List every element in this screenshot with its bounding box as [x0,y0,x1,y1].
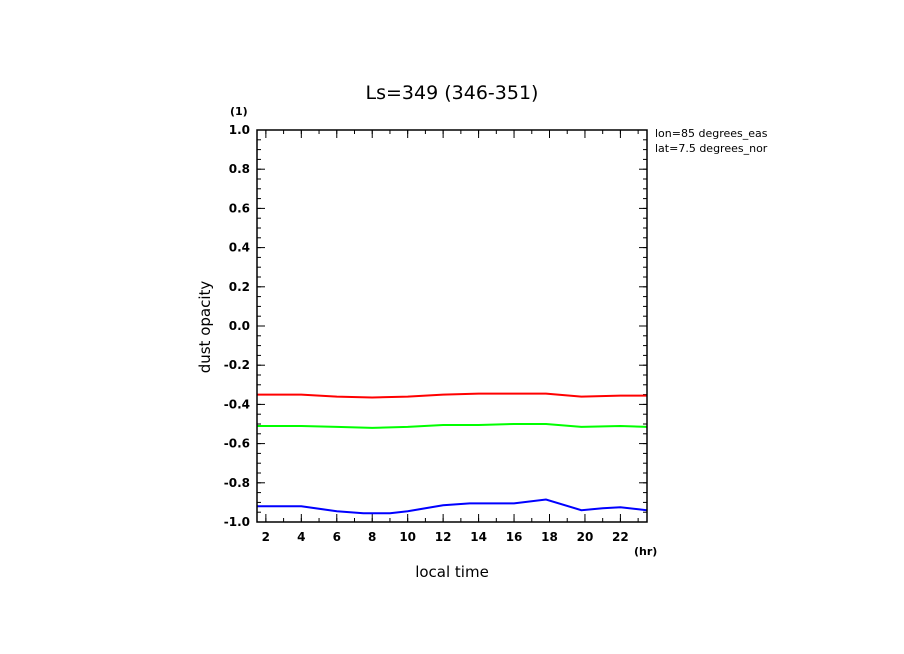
x-tick-label: 18 [541,530,558,544]
y-axis-label: dust opacity [196,281,214,374]
x-tick-label: 10 [399,530,416,544]
y-tick-label: 1.0 [229,123,250,137]
x-tick-label: 12 [435,530,452,544]
y-tick-label: 0.0 [229,319,250,333]
y-tick-label: 0.6 [229,201,250,215]
x-tick-label: 14 [470,530,487,544]
y-tick-label: -0.2 [224,358,250,372]
y-tick-label: 0.4 [229,241,250,255]
y-tick-label: -0.4 [224,397,250,411]
lon-annotation: lon=85 degrees_eas [655,127,768,140]
x-tick-label: 6 [333,530,341,544]
series-group [257,392,648,515]
x-tick-label: 2 [262,530,270,544]
series-line-3 [257,498,648,515]
x-tick-label: 16 [506,530,523,544]
y-tick-label: -0.8 [224,476,250,490]
lat-annotation: lat=7.5 degrees_nor [655,142,768,155]
plot-frame [256,129,648,523]
y-tick-label: -1.0 [224,515,250,529]
series-line-1 [257,392,647,399]
y-tick-label: 0.2 [229,280,250,294]
y-unit-label: (1) [230,105,248,118]
x-axis-label: local time [415,563,489,581]
chart-title: Ls=349 (346-351) [366,82,539,104]
x-tick-label: 22 [612,530,629,544]
y-tick-label: 0.8 [229,162,250,176]
axis-ticks: -1.0 -0.8 -0.6 -0.4 -0.2 0.0 0.2 0.4 0.6 0.8 1.0 2 4… [224,123,647,544]
x-tick-label: 4 [297,530,305,544]
x-unit-label: (hr) [634,545,657,558]
y-tick-label: -0.6 [224,437,250,451]
x-tick-label: 20 [577,530,594,544]
series-line-2 [257,423,648,429]
x-tick-label: 8 [368,530,376,544]
